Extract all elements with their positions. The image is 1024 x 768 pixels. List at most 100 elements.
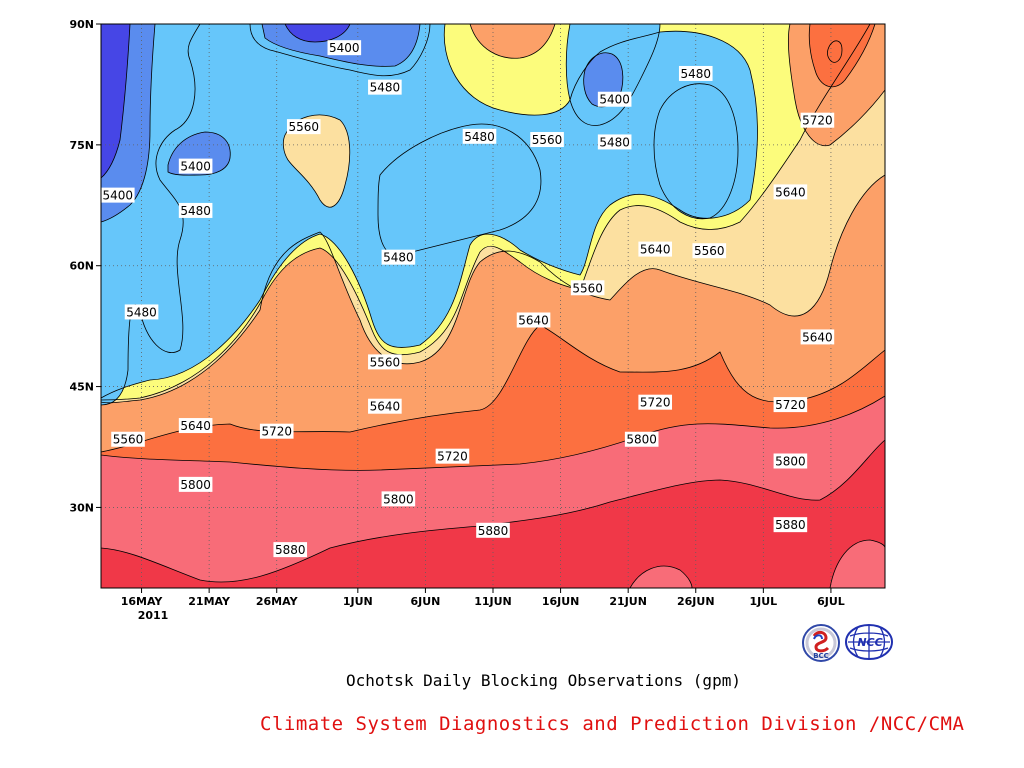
contour-label: 5640 xyxy=(640,243,671,257)
contour-label-bg xyxy=(124,304,159,320)
contour-label: 5800 xyxy=(775,455,806,469)
x-axis: 16MAY 21MAY 26MAY 1JUN 6JUN 11JUN 16JUN 21JUN 26… xyxy=(121,588,845,608)
contour-label: 5480 xyxy=(383,251,414,265)
y-axis: 30N 45N 60N 75N 90N xyxy=(69,18,101,514)
contour-label-bg xyxy=(381,249,416,265)
contour-chart: 5400 5400 5400 5400 5480 5480 5480 5480 5480 5480… xyxy=(69,18,886,622)
contour-line-7 xyxy=(565,24,661,126)
x-tick-label: 26JUN xyxy=(677,595,715,608)
contour-label: 5720 xyxy=(437,450,468,464)
contour-label-bg xyxy=(178,202,213,218)
credit-text: Climate System Diagnostics and Predictio… xyxy=(260,713,965,735)
contour-label: 5640 xyxy=(370,400,401,414)
contour-label-bg xyxy=(178,158,213,174)
contour-line-9 xyxy=(249,24,431,77)
contour-label: 5800 xyxy=(383,492,414,506)
grid-lines xyxy=(101,24,885,588)
contour-line-14 xyxy=(101,24,131,179)
contour-label: 5640 xyxy=(518,314,549,328)
contour-label-bg xyxy=(327,40,362,56)
x-year-label: 2011 xyxy=(138,609,169,622)
contour-line-12 xyxy=(261,24,421,67)
contour-line-8 xyxy=(653,83,739,220)
contour-line-23 xyxy=(629,565,693,588)
x-tick-label: 16JUN xyxy=(542,595,580,608)
contour-label: 5480 xyxy=(680,67,711,81)
contour-label: 5640 xyxy=(180,419,211,433)
contour-label-bg xyxy=(273,542,308,558)
contour-label: 5400 xyxy=(329,41,360,55)
contour-label-bg xyxy=(111,431,145,447)
contour-label: 5880 xyxy=(775,518,806,532)
contour-label: 5640 xyxy=(802,330,833,344)
y-tick-label: 75N xyxy=(69,139,94,152)
x-tick-label: 6JUN xyxy=(410,595,440,608)
contour-line-2 xyxy=(101,24,885,404)
contour-label-bg xyxy=(178,418,213,434)
contour-label: 5560 xyxy=(370,355,401,369)
contour-label-bg xyxy=(773,517,808,533)
contour-label-bg xyxy=(435,448,470,464)
contour-lines xyxy=(101,24,885,588)
y-tick-label: 30N xyxy=(69,501,94,514)
contour-label: 5480 xyxy=(370,81,401,95)
contour-label: 5880 xyxy=(478,524,509,538)
x-tick-label: 21JUN xyxy=(609,595,647,608)
contour-label: 5560 xyxy=(113,433,144,447)
contour-label-bg xyxy=(800,329,835,345)
contour-label: 5560 xyxy=(288,120,319,134)
contour-label-bg xyxy=(638,394,673,410)
contour-label-bg xyxy=(178,476,213,492)
contour-label-bg xyxy=(368,398,402,414)
band-5400-5480-d xyxy=(654,83,738,219)
contour-label: 5720 xyxy=(775,398,806,412)
contour-label-bg xyxy=(476,522,510,538)
contour-line-3 xyxy=(101,24,885,401)
ncc-logo: NCC xyxy=(845,624,893,660)
contour-label-bg xyxy=(800,112,835,128)
x-tick-label: 16MAY xyxy=(121,595,164,608)
contour-label: 5880 xyxy=(275,543,306,557)
contour-label: 5800 xyxy=(626,433,657,447)
contour-labels: 5400 5400 5400 5400 5480 5480 5480 5480 5480 5480… xyxy=(101,40,835,558)
contour-label-bg xyxy=(597,134,632,150)
contour-label-bg xyxy=(678,65,713,81)
contour-label-bg xyxy=(773,184,808,200)
contour-line-16 xyxy=(469,24,556,59)
contour-label: 5560 xyxy=(694,244,725,258)
contour-label-bg xyxy=(286,119,321,135)
contour-line-5 xyxy=(101,24,201,406)
contour-label-bg xyxy=(624,431,659,447)
contour-label-bg xyxy=(516,312,551,328)
contour-label-bg xyxy=(381,491,416,507)
contour-label-bg xyxy=(570,280,605,296)
contour-label-bg xyxy=(773,453,808,469)
contour-line-0 xyxy=(101,24,885,471)
contour-label: 5400 xyxy=(103,189,134,203)
x-tick-label: 21MAY xyxy=(188,595,231,608)
band-5640-5720-b xyxy=(470,24,555,59)
contour-label: 5800 xyxy=(180,478,211,492)
contour-line-4 xyxy=(101,24,758,399)
band-below-5400-b xyxy=(285,24,350,42)
contour-label-bg xyxy=(692,243,727,259)
contour-label: 5400 xyxy=(599,93,630,107)
x-tick-label: 1JUN xyxy=(343,595,373,608)
contour-label: 5560 xyxy=(532,133,563,147)
svg-text:BCC: BCC xyxy=(813,652,829,660)
x-tick-label: 26MAY xyxy=(256,595,299,608)
contour-line-19 xyxy=(808,24,876,88)
y-tick-label: 45N xyxy=(69,381,94,394)
contour-label-bg xyxy=(368,354,402,370)
contour-line-18 xyxy=(788,24,885,147)
contour-line-20 xyxy=(826,40,843,63)
contour-line-15 xyxy=(284,24,351,43)
contour-label: 5480 xyxy=(126,305,157,319)
x-tick-label: 1JUL xyxy=(749,595,777,608)
contour-line-6 xyxy=(377,123,542,256)
contour-label-bg xyxy=(462,128,497,144)
y-tick-label: 60N xyxy=(69,260,94,273)
contour-line-21 xyxy=(101,439,885,588)
band-5400-5480-b xyxy=(378,124,541,256)
contour-label: 5720 xyxy=(640,396,671,410)
